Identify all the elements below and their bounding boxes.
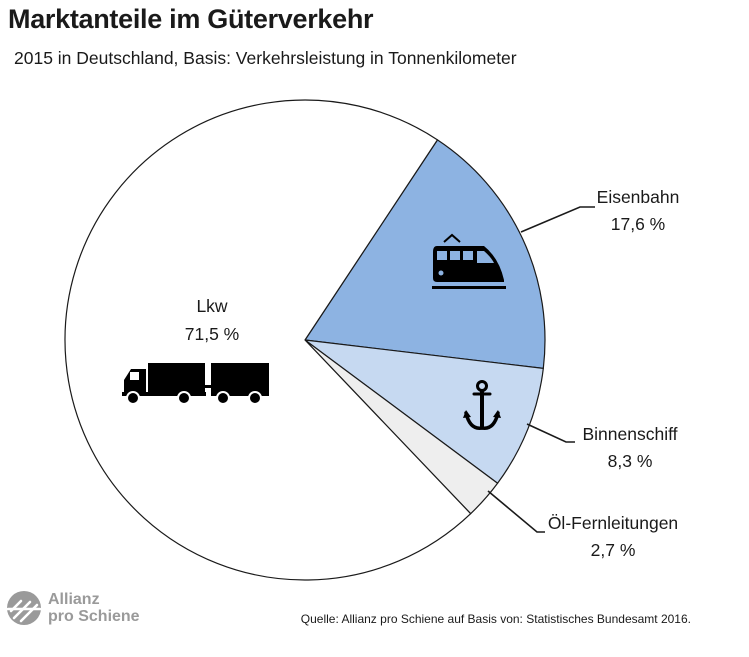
anchor-icon xyxy=(463,380,501,430)
label-oel-name: Öl-Fernleitungen xyxy=(548,513,678,533)
pie-slice-binnenschiff xyxy=(304,339,544,484)
label-lkw-value: 71,5 % xyxy=(185,324,239,344)
source-note: Quelle: Allianz pro Schiene auf Basis vo… xyxy=(300,612,691,626)
allianz-logo-icon xyxy=(6,591,42,625)
label-eisenbahn-name: Eisenbahn xyxy=(597,187,680,207)
leader-line-eisenbahn xyxy=(520,206,595,233)
label-binnenschiff-name: Binnenschiff xyxy=(582,424,677,444)
allianz-logo: Allianz pro Schiene xyxy=(6,590,140,626)
chart-subtitle: 2015 in Deutschland, Basis: Verkehrsleis… xyxy=(14,48,517,68)
label-lkw-name: Lkw xyxy=(196,296,227,316)
logo-line-2: pro Schiene xyxy=(48,608,140,625)
pie-slice-eisenbahn xyxy=(304,139,546,369)
train-icon xyxy=(432,233,506,289)
logo-line-1: Allianz xyxy=(48,591,100,608)
pie-slice-lkw xyxy=(64,99,472,581)
label-binnenschiff-value: 8,3 % xyxy=(608,451,653,471)
label-eisenbahn-value: 17,6 % xyxy=(611,214,665,234)
leader-line-oel xyxy=(487,490,545,533)
chart-title: Marktanteile im Güterverkehr xyxy=(8,4,374,34)
leader-line-binnenschiff xyxy=(526,423,575,443)
label-oel-value: 2,7 % xyxy=(591,540,636,560)
truck-icon xyxy=(122,363,269,405)
